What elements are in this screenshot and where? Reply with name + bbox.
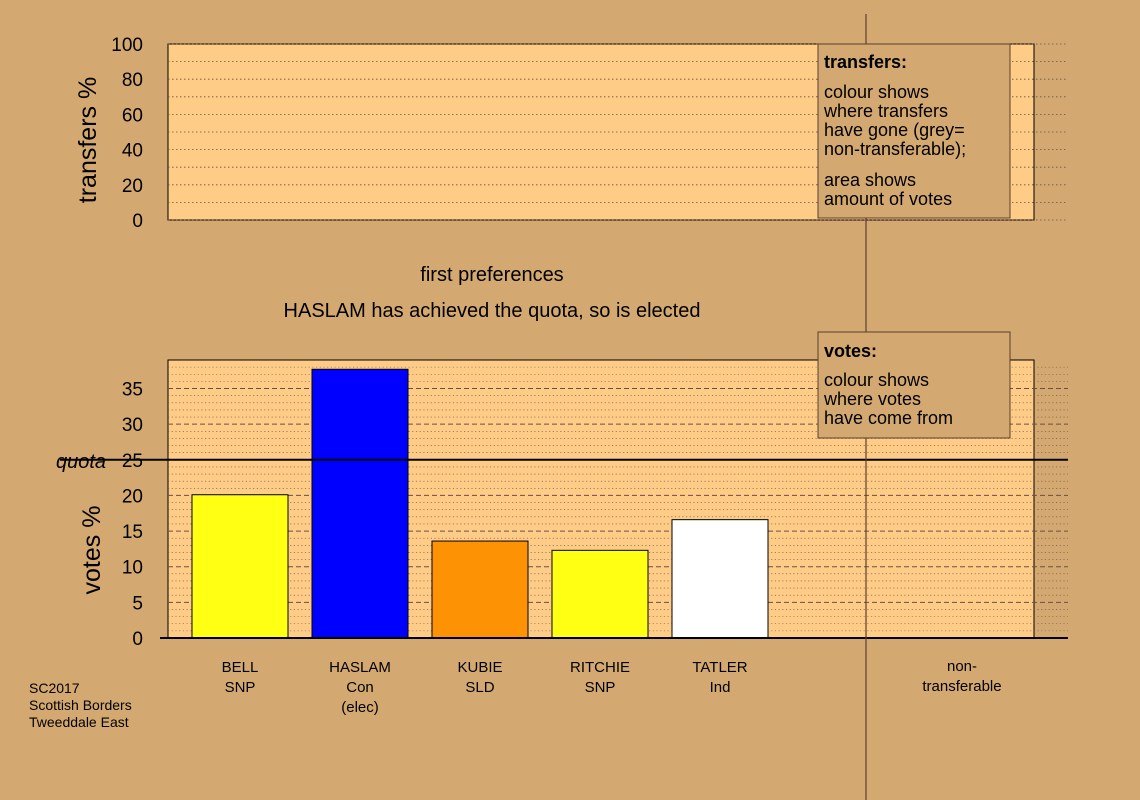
y-tick-label: 5 xyxy=(132,593,143,614)
y-tick-label: 0 xyxy=(132,211,143,232)
y-tick-label: 60 xyxy=(122,105,143,126)
votes-legend-line: have come from xyxy=(824,408,953,428)
y-tick-label: 15 xyxy=(122,522,143,543)
candidate-label: SNP xyxy=(225,679,256,696)
candidate-label: (elec) xyxy=(341,699,379,716)
votes-legend-title: votes: xyxy=(824,341,877,361)
y-tick-label: 10 xyxy=(122,558,143,579)
transfers-legend: transfers: colour shows where transfers … xyxy=(817,43,1011,219)
y-tick-label: 0 xyxy=(132,629,143,650)
nontransferable-label: transferable xyxy=(922,678,1001,695)
y-tick-label: 30 xyxy=(122,415,143,436)
bar xyxy=(191,494,289,639)
transfers-legend-box xyxy=(817,43,1011,219)
y-tick-label: 80 xyxy=(122,70,143,91)
stage-caption: first preferences xyxy=(420,264,563,286)
footer-line: SC2017 xyxy=(29,680,80,696)
y-tick-label: 35 xyxy=(122,380,143,401)
y-tick-label: 40 xyxy=(122,141,143,162)
candidate-label: KUBIE xyxy=(457,659,502,676)
bar xyxy=(551,549,649,639)
votes-legend-line: where votes xyxy=(823,389,921,409)
candidate-label: RITCHIE xyxy=(570,659,630,676)
transfers-legend-line: colour shows xyxy=(824,82,929,102)
bar xyxy=(671,519,769,639)
candidate-label: TATLER xyxy=(692,659,747,676)
y-tick-label: 20 xyxy=(122,176,143,197)
transfers-axis-label: transfers % xyxy=(74,77,102,203)
transfers-legend-line: non-transferable); xyxy=(824,139,966,159)
votes-axis-label: votes % xyxy=(78,506,106,595)
transfers-legend-line: area shows xyxy=(824,170,916,190)
bar xyxy=(311,368,409,639)
candidate-label: HASLAM xyxy=(329,659,391,676)
nontransferable-label: non- xyxy=(947,658,977,675)
y-tick-label: 100 xyxy=(111,35,143,56)
candidate-label: SLD xyxy=(465,679,494,696)
votes-legend-line: colour shows xyxy=(824,370,929,390)
footer-line: Scottish Borders xyxy=(29,697,132,713)
transfers-legend-line: where transfers xyxy=(823,101,948,121)
votes-tick-labels: 0 5 10 15 20 25 30 35 xyxy=(122,380,143,650)
transfers-legend-line: have gone (grey= xyxy=(824,120,965,140)
y-tick-label: 20 xyxy=(122,486,143,507)
votes-legend-box xyxy=(817,331,1011,439)
transfers-tick-labels: 0 20 40 60 80 100 xyxy=(111,35,143,232)
candidate-label: Ind xyxy=(710,679,731,696)
votes-bars xyxy=(191,368,769,639)
candidate-label: SNP xyxy=(585,679,616,696)
footer-line: Tweeddale East xyxy=(29,714,129,730)
transfers-legend-line: amount of votes xyxy=(824,189,952,209)
y-tick-label: 25 xyxy=(122,451,143,472)
candidate-label: BELL xyxy=(222,659,259,676)
candidate-labels: BELL SNP HASLAM Con (elec) KUBIE SLD RITCHIE SNP… xyxy=(222,659,748,716)
votes-legend: votes: colour shows where votes have com… xyxy=(817,331,1011,439)
status-message: HASLAM has achieved the quota, so is ele… xyxy=(284,300,701,322)
transfers-legend-title: transfers: xyxy=(824,52,907,72)
bar xyxy=(431,540,529,639)
candidate-label: Con xyxy=(346,679,374,696)
quota-label: quota xyxy=(56,451,106,473)
